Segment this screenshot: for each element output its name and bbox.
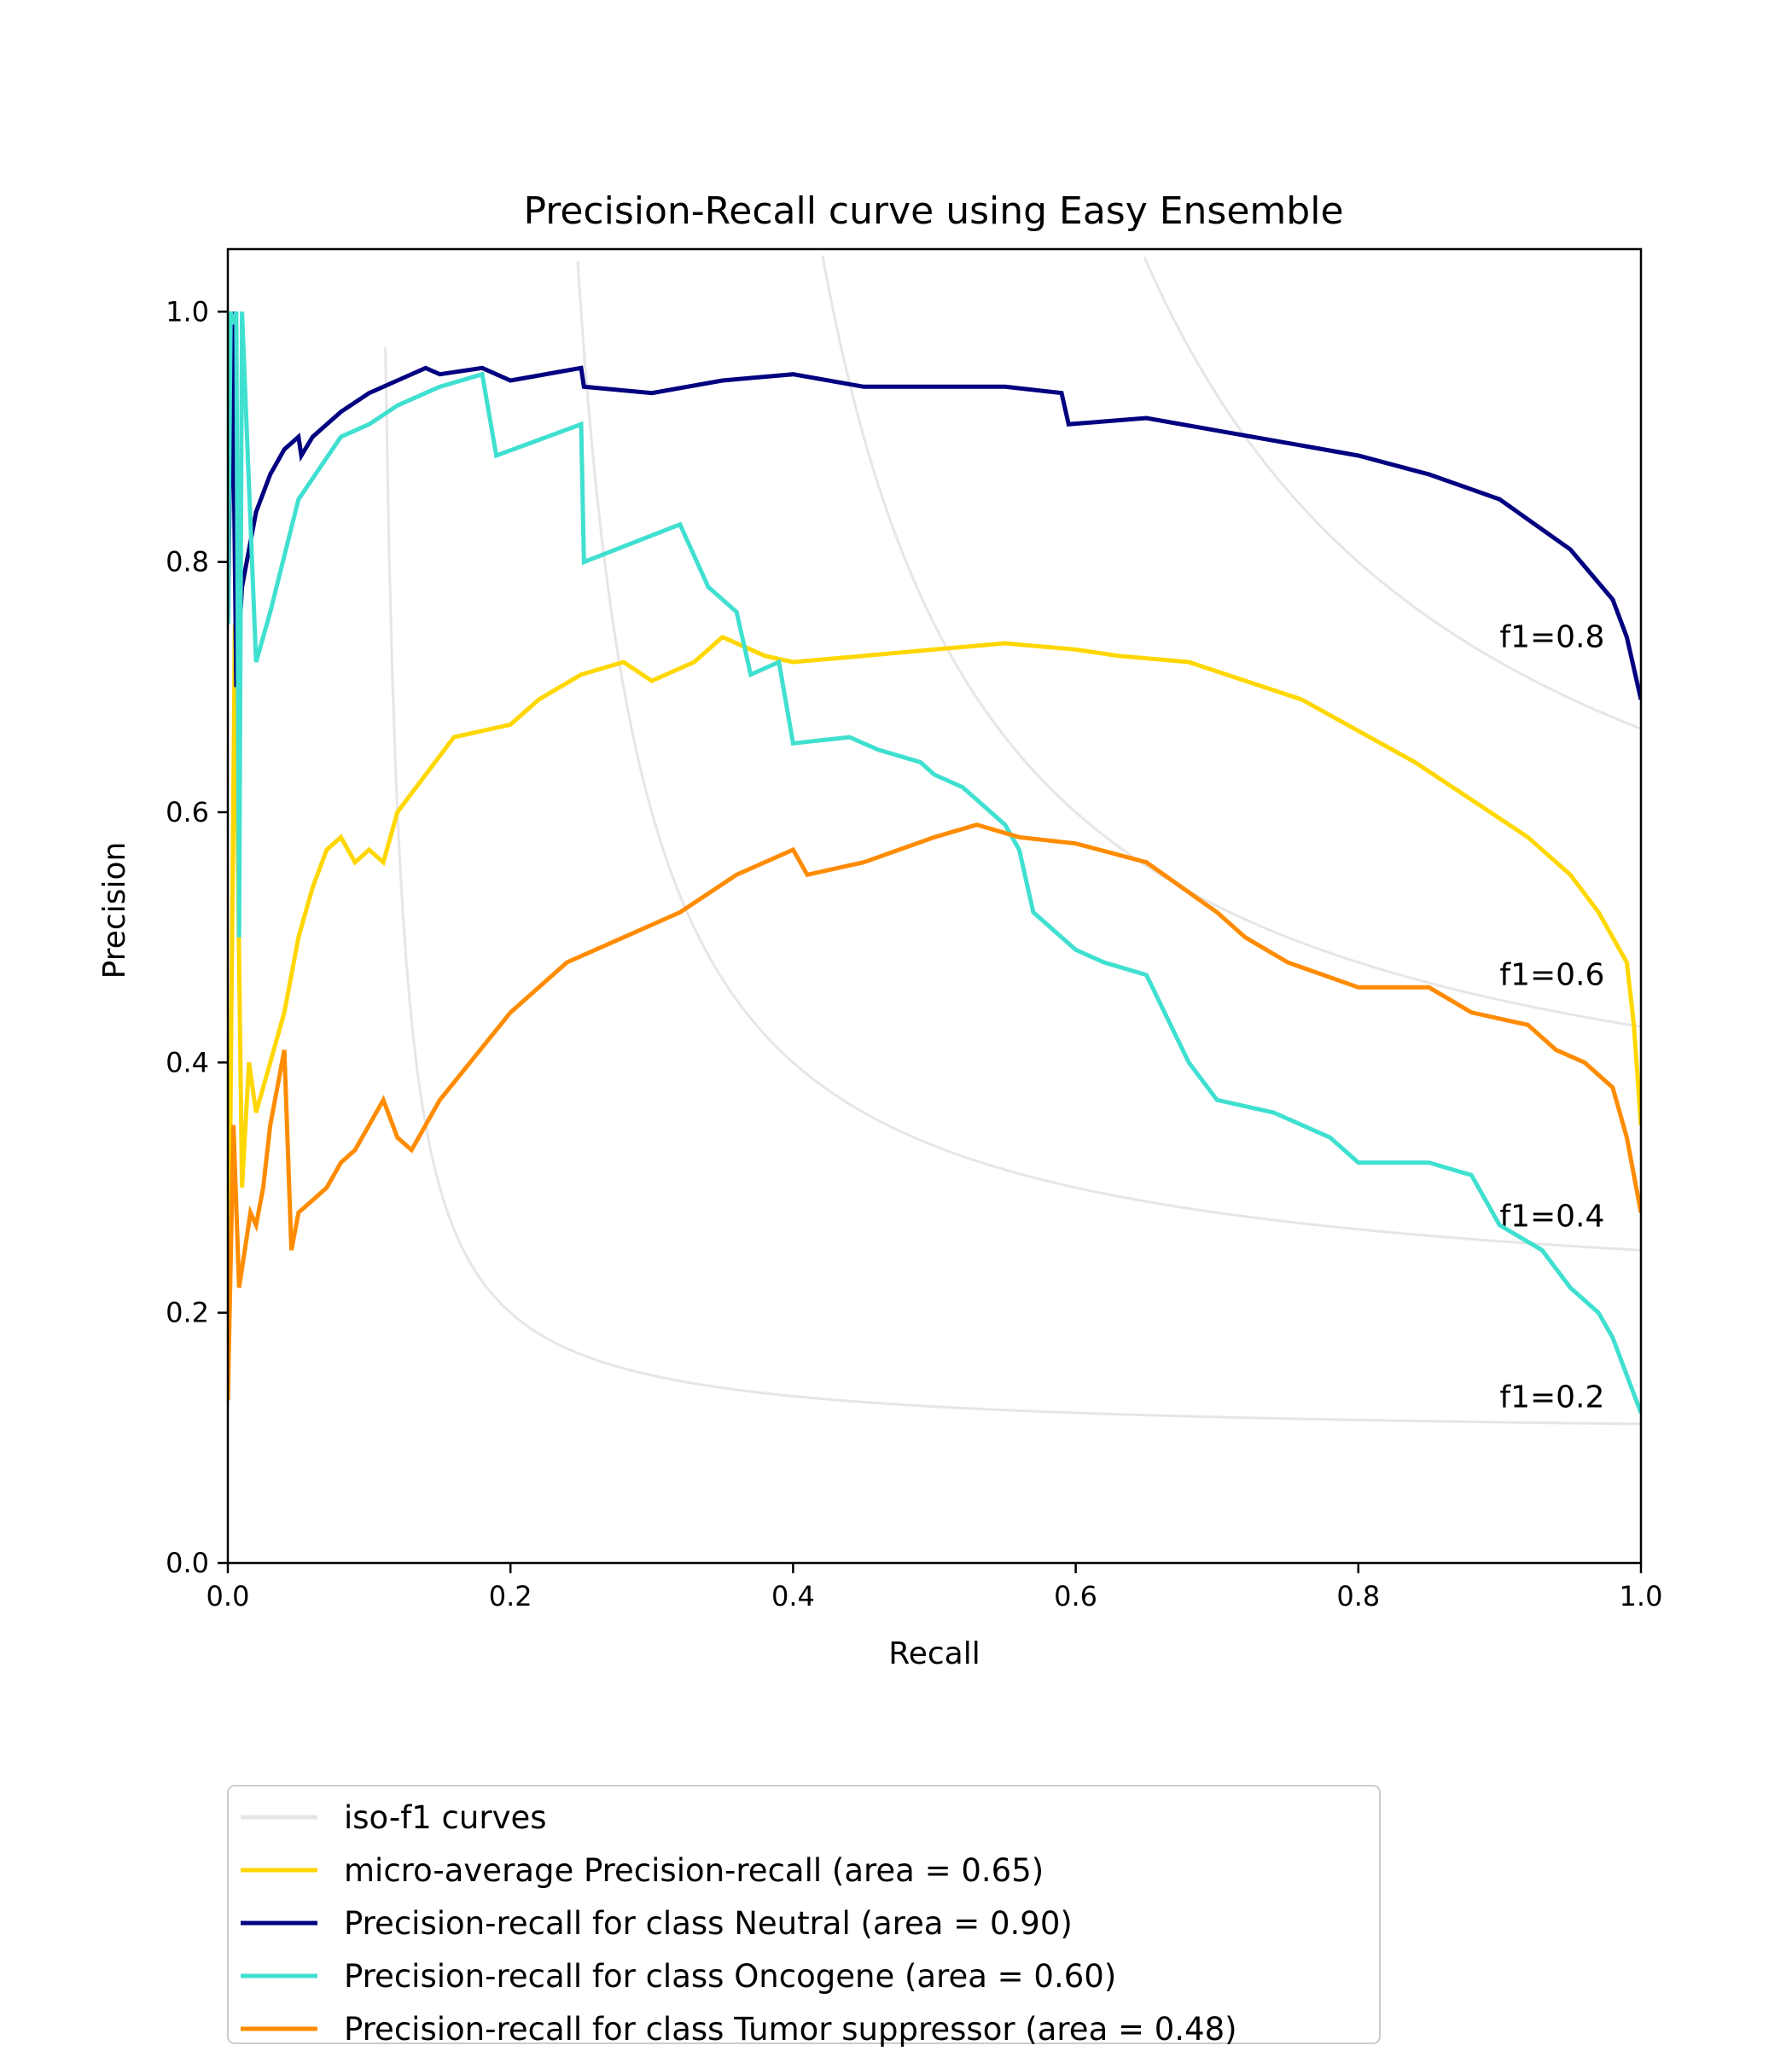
legend-label: Precision-recall for class Oncogene (are… [344, 1958, 1116, 1995]
x-axis-ticks: 0.0 0.2 0.4 0.6 0.8 1.0 [207, 1563, 1663, 1612]
legend-label: Precision-recall for class Neutral (area… [344, 1905, 1073, 1942]
plot-frame [226, 247, 1643, 1565]
iso-f1-curve [384, 347, 1641, 1426]
x-tick-label: 0.4 [771, 1580, 815, 1612]
iso-f1-label: f1=0.6 [1499, 958, 1604, 993]
chart-title: Precision-Recall curve using Easy Ensemb… [523, 189, 1343, 233]
iso-f1-labels: f1=0.2 f1=0.4 f1=0.6 f1=0.8 [1499, 620, 1604, 1415]
y-tick-label: 0.8 [166, 546, 209, 578]
series-line-2 [228, 311, 1641, 1414]
iso-f1-label: f1=0.8 [1499, 620, 1604, 655]
legend-label: iso-f1 curves [344, 1799, 547, 1836]
y-tick-label: 1.0 [166, 295, 209, 328]
iso-f1-label: f1=0.2 [1499, 1380, 1604, 1415]
x-tick-label: 0.6 [1054, 1580, 1097, 1612]
series-line-0 [228, 624, 1641, 1401]
y-tick-label: 0.0 [166, 1547, 209, 1579]
y-tick-label: 0.6 [166, 796, 209, 828]
iso-f1-curve [821, 255, 1641, 1028]
legend: iso-f1 curves micro-average Precision-rec… [227, 1785, 1381, 2048]
legend-label: micro-average Precision-recall (area = 0… [344, 1852, 1044, 1889]
legend-label: Precision-recall for class Tumor suppres… [344, 2011, 1237, 2048]
y-axis-label: Precision [97, 842, 132, 979]
iso-f1-curves [384, 255, 1641, 1426]
series-line-3 [228, 822, 1641, 1401]
x-tick-label: 0.2 [489, 1580, 532, 1612]
y-axis-ticks: 0.0 0.2 0.4 0.6 0.8 1.0 [166, 295, 228, 1579]
series-line-1 [228, 311, 1641, 700]
x-tick-label: 0.0 [207, 1580, 250, 1612]
series-lines [228, 311, 1641, 1414]
x-axis-label: Recall [888, 1636, 980, 1671]
x-tick-label: 0.8 [1336, 1580, 1380, 1612]
iso-f1-curve [576, 261, 1641, 1252]
iso-f1-label: f1=0.4 [1499, 1200, 1604, 1235]
y-tick-label: 0.4 [166, 1046, 209, 1078]
x-tick-label: 1.0 [1620, 1580, 1663, 1612]
legend-box [227, 1785, 1381, 2044]
iso-f1-curve [1143, 256, 1641, 730]
y-tick-label: 0.2 [166, 1297, 209, 1329]
